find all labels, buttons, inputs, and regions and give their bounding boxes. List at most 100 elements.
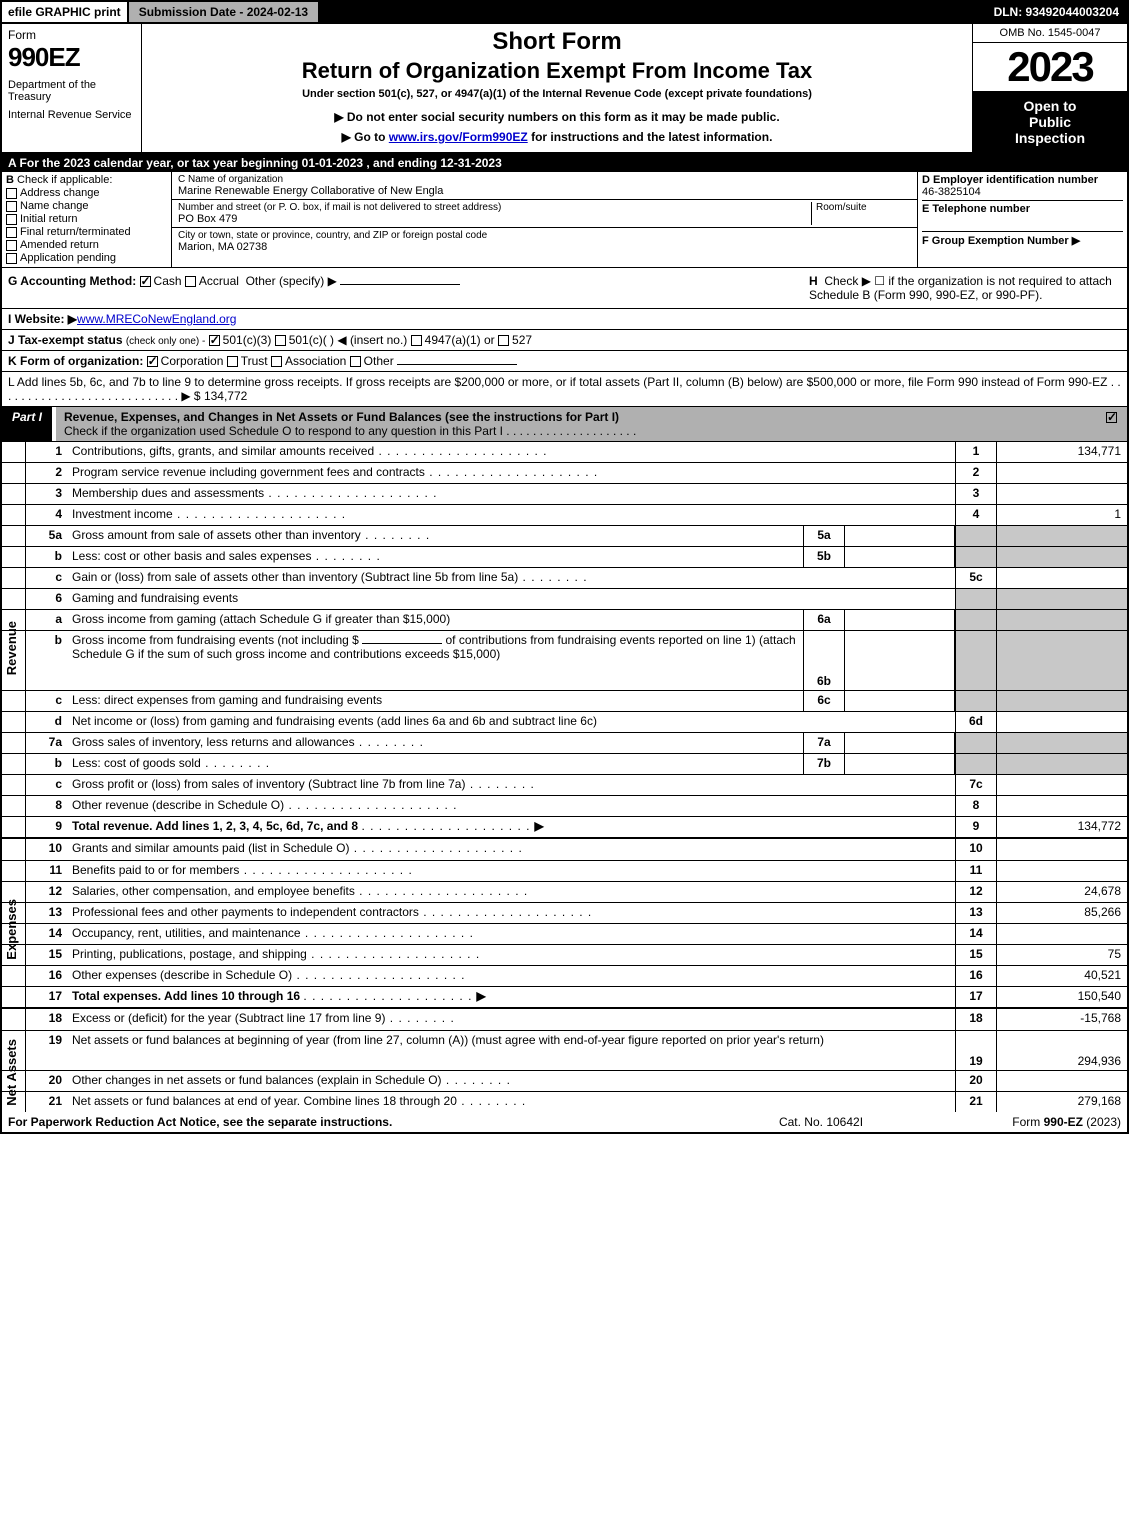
ln17-desc-text: Total expenses. Add lines 10 through 16: [72, 989, 300, 1003]
opt-address-change: Address change: [20, 187, 100, 199]
part-i-check: [1099, 407, 1127, 441]
ln5c-num: c: [26, 568, 68, 588]
ln2-ref: 2: [955, 463, 997, 483]
checkbox-527[interactable]: [498, 335, 509, 346]
ln8-num: 8: [26, 796, 68, 816]
header-right: OMB No. 1545-0047 2023 Open to Public In…: [972, 24, 1127, 152]
tax-year: 2023: [973, 43, 1127, 92]
checkbox-final-return[interactable]: [6, 227, 17, 238]
open-inspection-box: Open to Public Inspection: [973, 92, 1127, 152]
efile-print-label[interactable]: efile GRAPHIC print: [2, 2, 127, 22]
ln9-desc: Total revenue. Add lines 1, 2, 3, 4, 5c,…: [68, 817, 955, 837]
ln17-ref: 17: [955, 987, 997, 1007]
ln19-ref: 19: [955, 1031, 997, 1070]
g-label: G Accounting Method:: [8, 274, 136, 288]
omb-number: OMB No. 1545-0047: [973, 24, 1127, 43]
ln12-desc: Salaries, other compensation, and employ…: [68, 882, 955, 902]
goto-pre: ▶ Go to: [342, 130, 389, 144]
checkbox-name-change[interactable]: [6, 201, 17, 212]
ln11-amt: [997, 861, 1127, 881]
arrow-icon: ▶: [530, 819, 547, 833]
footer-post: (2023): [1083, 1115, 1121, 1129]
footer-form-ref: Form 990-EZ (2023): [921, 1115, 1121, 1129]
ln5b-ref: [955, 547, 997, 567]
checkbox-accrual[interactable]: [185, 276, 196, 287]
checkbox-schedule-o[interactable]: [1106, 412, 1117, 423]
ln20-desc: Other changes in net assets or fund bala…: [68, 1071, 955, 1091]
checkbox-501c3[interactable]: [209, 335, 220, 346]
ln2-desc: Program service revenue including govern…: [68, 463, 955, 483]
l-amount: 134,772: [204, 389, 247, 403]
ln17-amt: 150,540: [997, 987, 1127, 1007]
ln1-ref: 1: [955, 442, 997, 462]
j-4947: 4947(a)(1) or: [425, 333, 495, 347]
ln5b-amt: [997, 547, 1127, 567]
page-footer: For Paperwork Reduction Act Notice, see …: [0, 1112, 1129, 1134]
ln7c-amt: [997, 775, 1127, 795]
row-g-h: G Accounting Method: Cash Accrual Other …: [0, 268, 1129, 309]
ln4-desc: Investment income: [68, 505, 955, 525]
goto-link[interactable]: www.irs.gov/Form990EZ: [389, 130, 528, 144]
j-527: 527: [512, 333, 532, 347]
h-text: Check ▶ ☐ if the organization is not req…: [809, 274, 1112, 302]
ln18-num: 18: [26, 1009, 68, 1030]
d-ein-value: 46-3825104: [922, 186, 981, 198]
opt-application-pending: Application pending: [20, 252, 116, 264]
i-label: I Website: ▶: [8, 312, 77, 326]
checkbox-4947[interactable]: [411, 335, 422, 346]
k-label: K Form of organization:: [8, 354, 143, 368]
checkbox-initial-return[interactable]: [6, 214, 17, 225]
ln6d-desc: Net income or (loss) from gaming and fun…: [68, 712, 955, 732]
checkbox-corporation[interactable]: [147, 356, 158, 367]
footer-paperwork: For Paperwork Reduction Act Notice, see …: [8, 1115, 721, 1129]
dln-label: DLN: 93492044003204: [986, 2, 1127, 22]
goto-post: for instructions and the latest informat…: [528, 130, 773, 144]
ln20-num: 20: [26, 1071, 68, 1091]
revenue-side-label: Revenue: [4, 621, 19, 675]
financial-grid: Revenue 1Contributions, gifts, grants, a…: [0, 441, 1129, 1112]
ln3-desc: Membership dues and assessments: [68, 484, 955, 504]
g-other: Other (specify) ▶: [246, 274, 337, 288]
ln10-ref: 10: [955, 839, 997, 860]
g-cash: Cash: [154, 274, 182, 288]
c-city-label: City or town, state or province, country…: [178, 230, 911, 241]
ln2-amt: [997, 463, 1127, 483]
ln6a-val: [845, 610, 955, 630]
ln15-num: 15: [26, 945, 68, 965]
checkbox-amended-return[interactable]: [6, 240, 17, 251]
ln1-amt: 134,771: [997, 442, 1127, 462]
ln6c-num: c: [26, 691, 68, 711]
ln17-num: 17: [26, 987, 68, 1007]
ln3-num: 3: [26, 484, 68, 504]
checkbox-address-change[interactable]: [6, 188, 17, 199]
header-mid: Short Form Return of Organization Exempt…: [142, 24, 972, 152]
ln5b-num: b: [26, 547, 68, 567]
ln6d-amt: [997, 712, 1127, 732]
ln5a-val: [845, 526, 955, 546]
checkbox-cash[interactable]: [140, 276, 151, 287]
part-i-title-text: Revenue, Expenses, and Changes in Net As…: [64, 410, 619, 424]
ln6d-ref: 6d: [955, 712, 997, 732]
checkbox-501c[interactable]: [275, 335, 286, 346]
ln6b-input[interactable]: [362, 643, 442, 644]
checkbox-association[interactable]: [271, 356, 282, 367]
open-line2: Public: [977, 114, 1123, 130]
checkbox-other-org[interactable]: [350, 356, 361, 367]
i-website-link[interactable]: www.MRECoNewEngland.org: [77, 312, 236, 326]
k-corp: Corporation: [161, 354, 224, 368]
g-other-input[interactable]: [340, 284, 460, 285]
checkbox-application-pending[interactable]: [6, 253, 17, 264]
ln19-amt: 294,936: [997, 1031, 1127, 1070]
row-l: L Add lines 5b, 6c, and 7b to line 9 to …: [0, 372, 1129, 407]
submission-date: Submission Date - 2024-02-13: [127, 2, 320, 22]
opt-name-change: Name change: [20, 200, 89, 212]
checkbox-trust[interactable]: [227, 356, 238, 367]
ln10-num: 10: [26, 839, 68, 860]
part-i-tag: Part I: [2, 407, 56, 441]
j-501c3: 501(c)(3): [223, 333, 272, 347]
h-label: H: [809, 274, 818, 288]
ln6b-val: [845, 631, 955, 690]
k-other-input[interactable]: [397, 364, 517, 365]
ln6c-desc: Less: direct expenses from gaming and fu…: [68, 691, 803, 711]
ln6c-val: [845, 691, 955, 711]
